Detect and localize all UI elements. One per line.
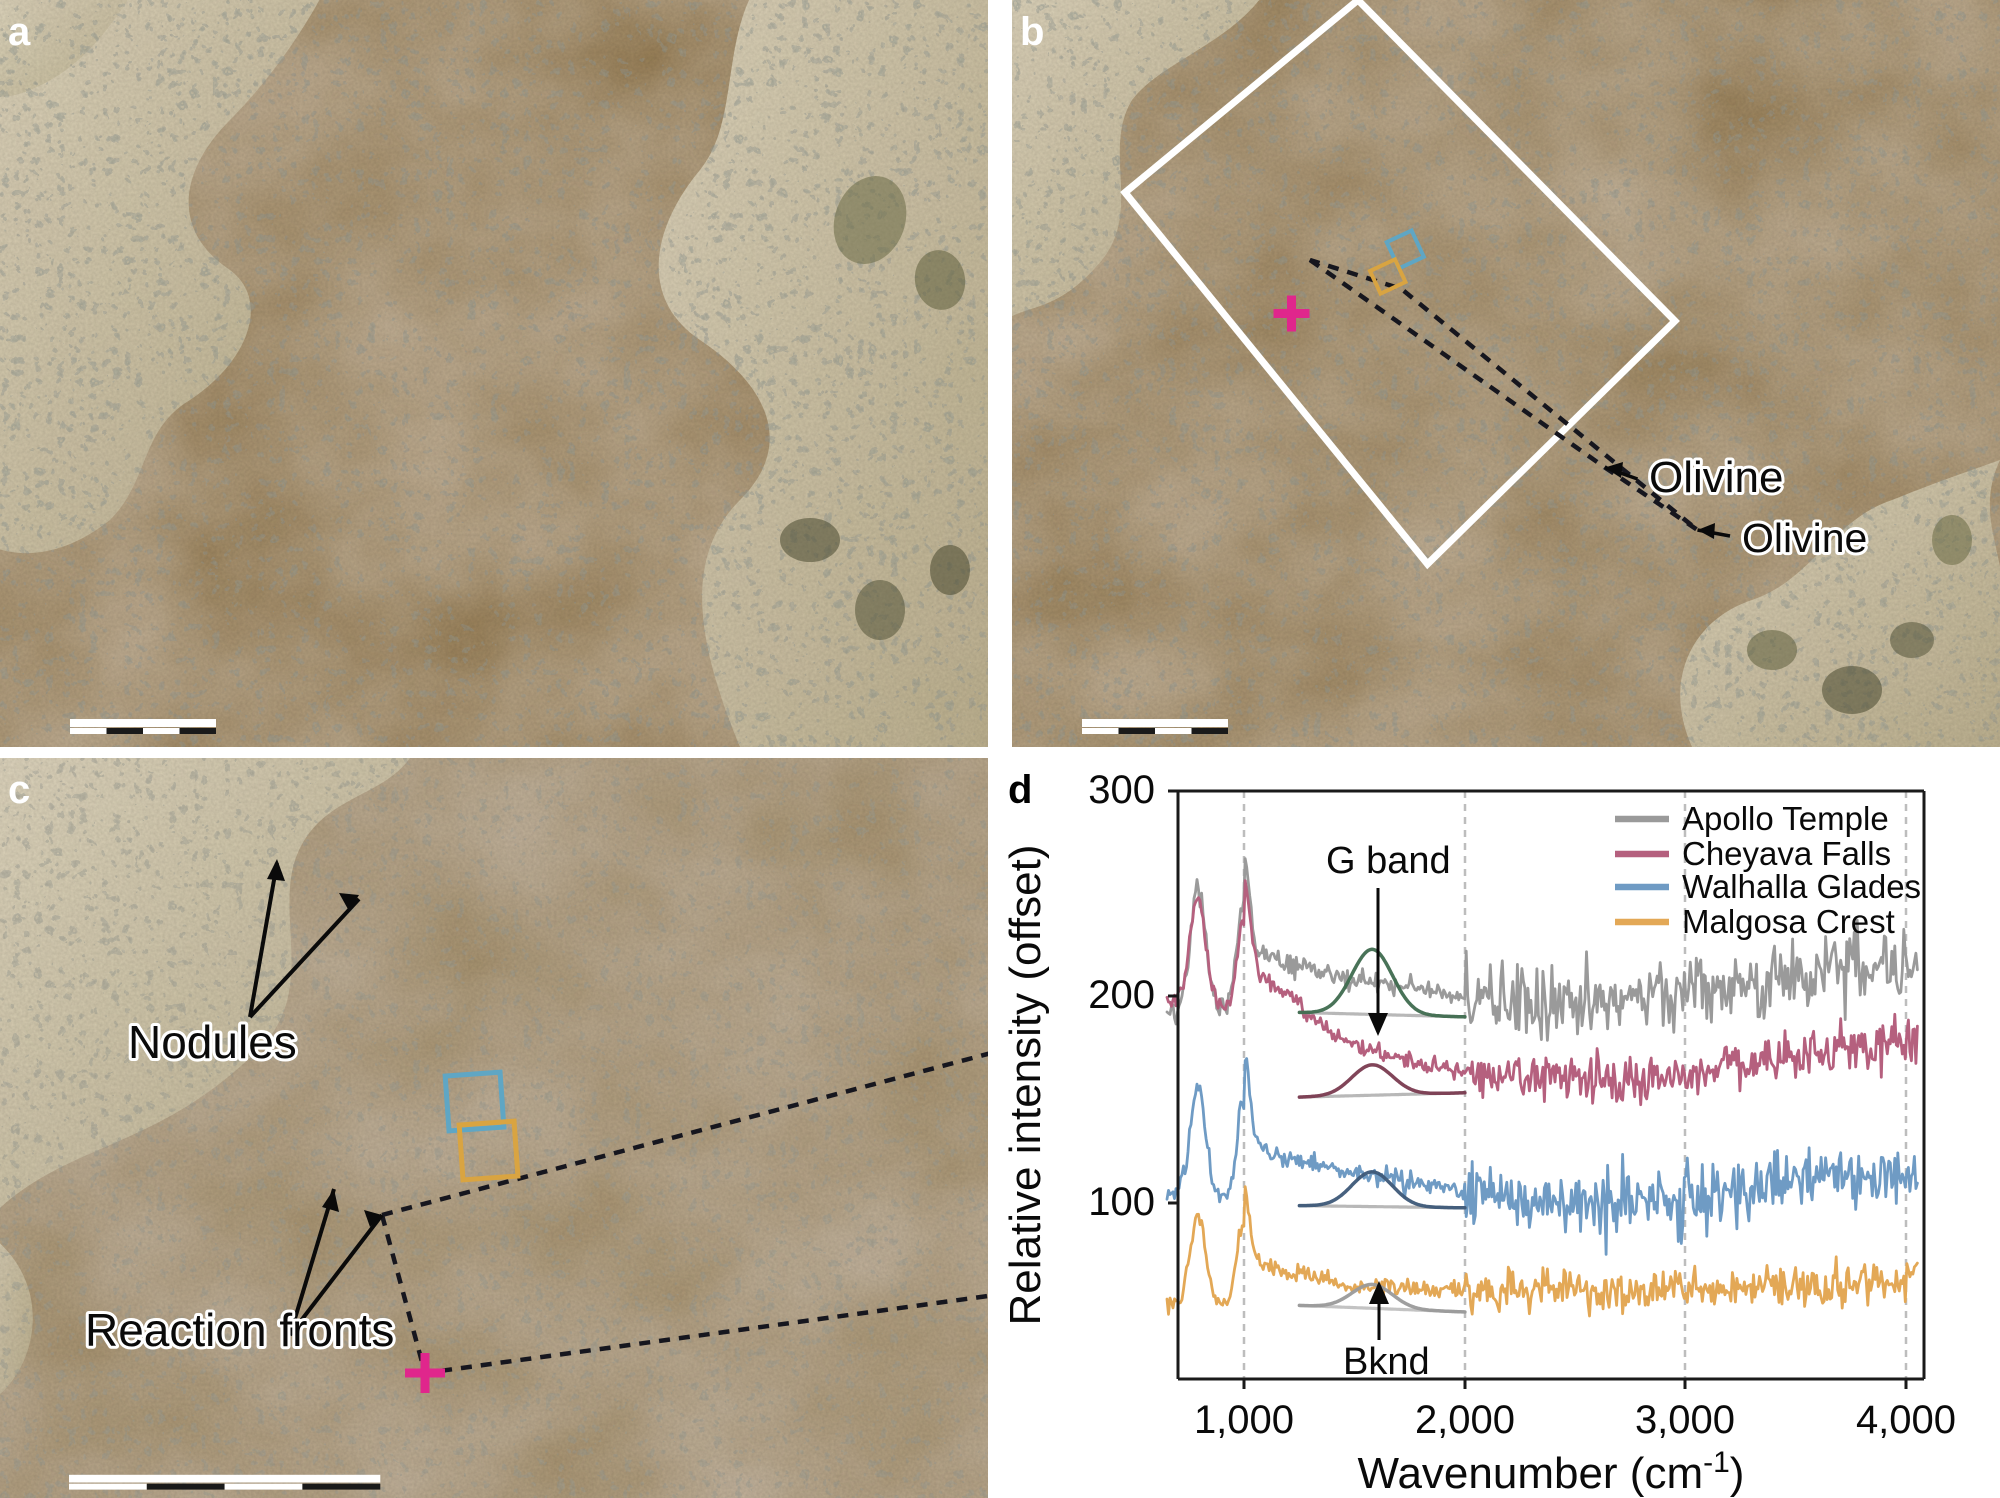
svg-text:4,000: 4,000 — [1856, 1398, 1956, 1442]
svg-text:Reaction fronts: Reaction fronts — [85, 1304, 394, 1356]
svg-text:Apollo Temple: Apollo Temple — [1682, 800, 1889, 837]
svg-text:1,000: 1,000 — [1194, 1398, 1294, 1442]
svg-text:Nodules: Nodules — [128, 1016, 297, 1068]
svg-text:Malgosa Crest: Malgosa Crest — [1682, 903, 1895, 940]
svg-text:Bknd: Bknd — [1343, 1341, 1430, 1383]
svg-text:G band: G band — [1326, 840, 1451, 882]
svg-text:100: 100 — [1088, 1180, 1155, 1224]
svg-text:3,000: 3,000 — [1635, 1398, 1735, 1442]
svg-text:Relative intensity (offset): Relative intensity (offset) — [1001, 845, 1050, 1326]
svg-text:2,000: 2,000 — [1415, 1398, 1515, 1442]
svg-text:200: 200 — [1088, 973, 1155, 1017]
svg-text:300: 300 — [1088, 768, 1155, 812]
svg-text:Olivine: Olivine — [1649, 453, 1784, 502]
svg-text:Olivine: Olivine — [1742, 515, 1867, 561]
svg-text:Cheyava Falls: Cheyava Falls — [1682, 835, 1891, 872]
svg-text:Wavenumber (cm-1): Wavenumber (cm-1) — [1358, 1446, 1745, 1498]
svg-text:Walhalla Glades: Walhalla Glades — [1682, 868, 1921, 905]
